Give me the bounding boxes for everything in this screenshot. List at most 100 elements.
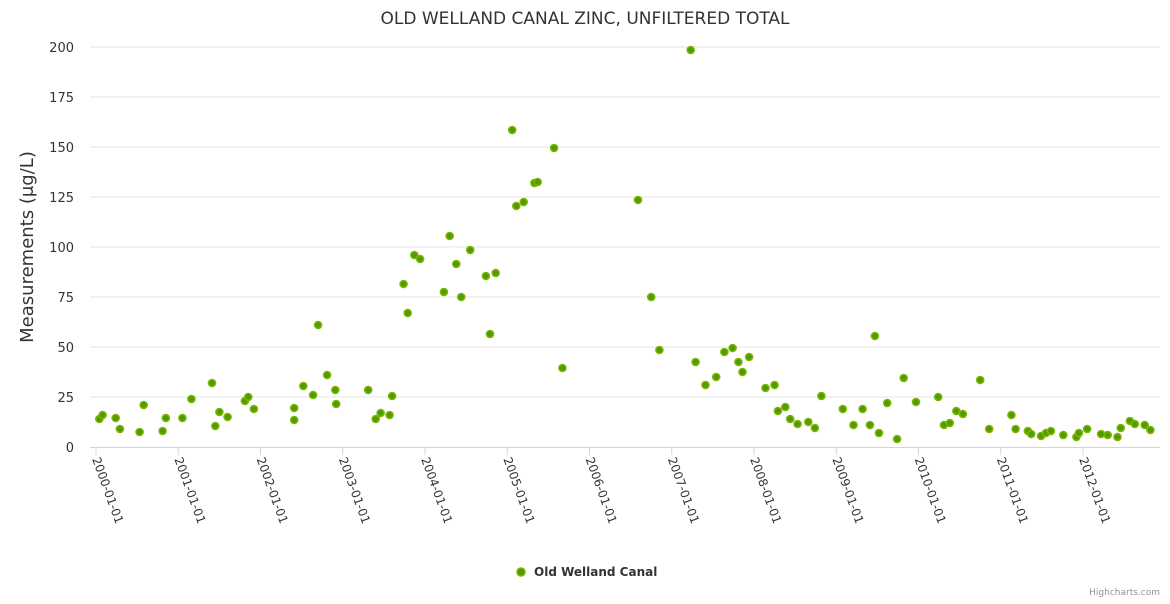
data-point[interactable] <box>1103 430 1112 440</box>
data-point[interactable] <box>870 331 880 341</box>
data-point[interactable] <box>298 381 308 391</box>
data-point[interactable] <box>633 195 643 205</box>
data-point[interactable] <box>445 231 455 241</box>
data-point[interactable] <box>882 398 892 408</box>
data-point[interactable] <box>111 413 120 423</box>
data-point[interactable] <box>331 399 341 409</box>
legend[interactable]: Old Welland Canal <box>516 565 657 579</box>
data-point[interactable] <box>409 250 419 260</box>
data-point[interactable] <box>1116 423 1126 433</box>
data-point[interactable] <box>115 424 125 434</box>
data-point[interactable] <box>439 287 449 297</box>
data-point[interactable] <box>984 424 994 434</box>
data-point[interactable] <box>738 367 747 377</box>
data-point[interactable] <box>744 352 754 362</box>
data-point[interactable] <box>655 345 664 355</box>
data-point[interactable] <box>289 403 299 413</box>
data-point[interactable] <box>415 254 425 264</box>
data-point[interactable] <box>399 279 408 289</box>
data-point[interactable] <box>491 268 501 278</box>
data-point[interactable] <box>1146 425 1155 435</box>
data-point[interactable] <box>958 409 968 419</box>
data-point[interactable] <box>387 391 397 401</box>
data-point[interactable] <box>701 380 710 390</box>
data-point[interactable] <box>1082 424 1092 434</box>
data-point[interactable] <box>1074 428 1084 438</box>
data-point[interactable] <box>911 397 921 407</box>
data-point[interactable] <box>728 343 737 353</box>
data-point[interactable] <box>507 125 517 135</box>
data-point[interactable] <box>178 413 187 423</box>
data-point[interactable] <box>951 406 961 416</box>
data-point[interactable] <box>249 404 259 414</box>
data-point[interactable] <box>691 357 700 367</box>
data-point[interactable] <box>322 370 332 380</box>
data-point[interactable] <box>865 420 875 430</box>
data-point[interactable] <box>558 363 567 373</box>
data-point[interactable] <box>98 410 107 420</box>
data-point[interactable] <box>720 347 729 357</box>
data-point[interactable] <box>1059 430 1068 440</box>
data-point[interactable] <box>945 418 955 428</box>
data-point[interactable] <box>810 423 820 433</box>
data-point[interactable] <box>838 404 848 414</box>
data-point[interactable] <box>371 414 381 424</box>
data-point[interactable] <box>215 407 224 417</box>
data-point[interactable] <box>549 143 559 153</box>
data-point[interactable] <box>1011 424 1020 434</box>
data-point[interactable] <box>874 428 884 438</box>
data-point[interactable] <box>1046 426 1056 436</box>
data-point[interactable] <box>899 373 909 383</box>
data-point[interactable] <box>817 391 826 401</box>
data-point[interactable] <box>1007 410 1016 420</box>
data-point[interactable] <box>451 259 461 269</box>
data-point[interactable] <box>686 45 696 55</box>
data-point[interactable] <box>135 427 144 437</box>
data-point[interactable] <box>243 392 253 402</box>
data-point[interactable] <box>933 392 943 402</box>
data-point[interactable] <box>465 245 475 255</box>
data-point[interactable] <box>858 404 867 414</box>
data-point[interactable] <box>485 329 495 339</box>
data-point[interactable] <box>308 390 318 400</box>
data-point[interactable] <box>363 385 373 395</box>
data-point[interactable] <box>803 417 813 427</box>
data-point[interactable] <box>519 197 529 207</box>
data-point[interactable] <box>207 378 217 388</box>
data-point[interactable] <box>139 400 148 410</box>
data-point[interactable] <box>158 426 167 436</box>
data-point[interactable] <box>511 201 521 211</box>
data-point[interactable] <box>161 413 171 423</box>
data-point[interactable] <box>780 402 790 412</box>
data-point[interactable] <box>403 308 413 318</box>
data-point[interactable] <box>223 412 232 422</box>
data-point[interactable] <box>646 292 656 302</box>
data-point[interactable] <box>1026 429 1036 439</box>
data-point[interactable] <box>385 410 394 420</box>
data-point[interactable] <box>533 177 543 187</box>
data-point[interactable] <box>187 394 196 404</box>
data-point[interactable] <box>1113 432 1122 442</box>
legend-item-old-welland-canal[interactable]: Old Welland Canal <box>534 565 657 579</box>
data-point[interactable] <box>376 408 385 418</box>
data-point[interactable] <box>773 406 783 416</box>
data-point[interactable] <box>313 320 323 330</box>
data-point[interactable] <box>770 380 779 390</box>
data-point[interactable] <box>289 415 299 425</box>
data-point[interactable] <box>734 357 743 367</box>
data-point[interactable] <box>785 414 795 424</box>
data-point[interactable] <box>211 421 220 431</box>
data-point[interactable] <box>975 375 985 385</box>
data-point[interactable] <box>892 434 902 444</box>
x-tick-label: 2005-01-01 <box>500 455 537 525</box>
data-point[interactable] <box>330 385 340 395</box>
credits-link[interactable]: Highcharts.com <box>1089 588 1160 598</box>
data-point[interactable] <box>761 383 770 393</box>
data-point[interactable] <box>1130 419 1140 429</box>
data-point[interactable] <box>456 292 466 302</box>
data-point[interactable] <box>481 271 491 281</box>
data-point[interactable] <box>1140 420 1149 430</box>
data-point[interactable] <box>711 372 721 382</box>
data-point[interactable] <box>793 419 802 429</box>
data-point[interactable] <box>849 420 858 430</box>
